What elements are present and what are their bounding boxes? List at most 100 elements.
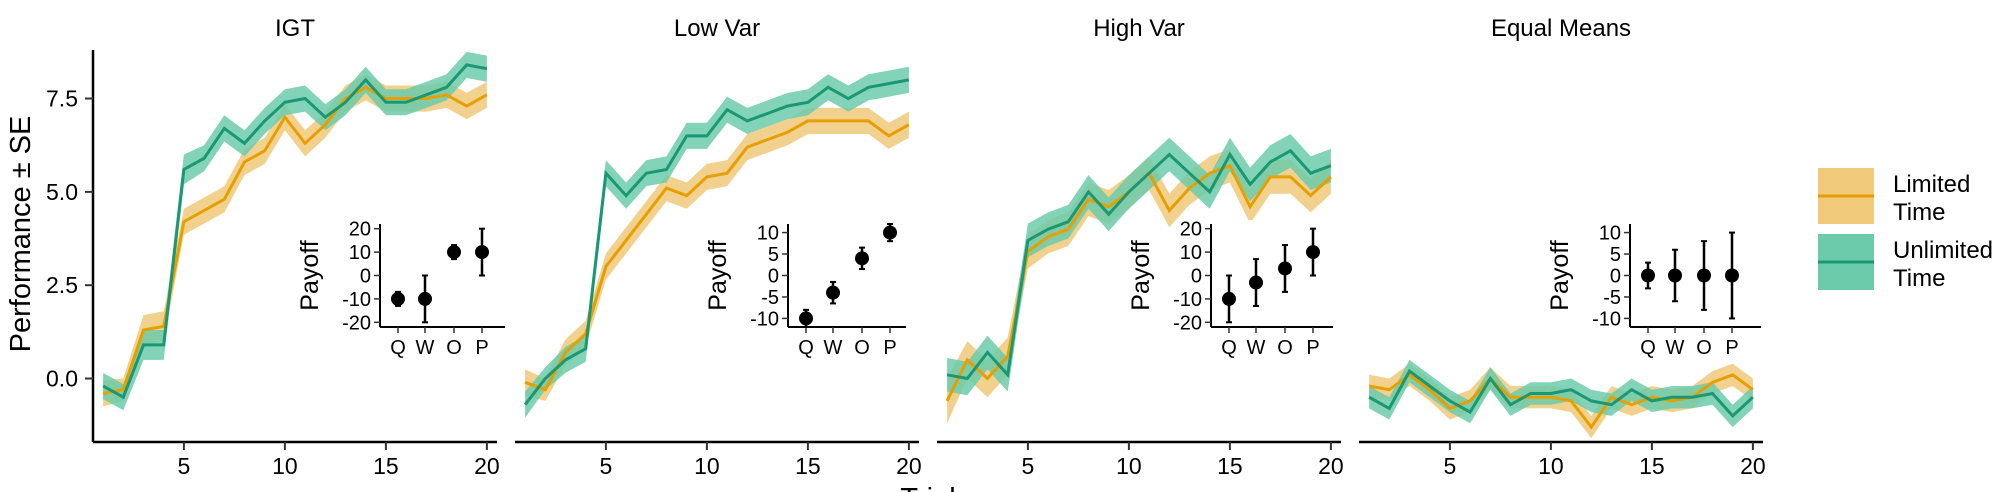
y-tick-label: 2.5 xyxy=(46,272,78,298)
x-tick-label: 10 xyxy=(1538,453,1564,479)
inset-x-tick-label: W xyxy=(1247,337,1266,359)
y-tick-label: 7.5 xyxy=(46,86,78,112)
panel-title: Equal Means xyxy=(1491,15,1631,42)
inset-point xyxy=(418,291,432,306)
legend-label: Time xyxy=(1893,199,1945,226)
x-tick-label: 20 xyxy=(1318,453,1344,479)
inset-point xyxy=(447,245,461,260)
se-band-0 xyxy=(525,107,909,401)
inset-y-tick-label: -20 xyxy=(342,312,371,334)
inset-x-tick-label: O xyxy=(1277,337,1293,359)
legend-label: Time xyxy=(1893,265,1945,292)
inset-x-tick-label: O xyxy=(1696,337,1712,359)
x-tick-label: 20 xyxy=(1740,453,1766,479)
inset-x-tick-label: P xyxy=(1306,337,1319,359)
inset-x-tick-label: P xyxy=(475,337,488,359)
inset-y-tick-label: 0 xyxy=(768,266,779,288)
inset-y-tick-label: 0 xyxy=(1191,266,1202,288)
inset-x-tick-label: O xyxy=(446,337,462,359)
panel-title: Low Var xyxy=(674,15,760,42)
x-tick-label: 15 xyxy=(795,453,821,479)
x-tick-label: 15 xyxy=(1639,453,1665,479)
y-axis-title: Performance ± SE xyxy=(5,116,37,353)
x-tick-label: 15 xyxy=(1217,453,1243,479)
inset-y-tick-label: -5 xyxy=(761,287,779,309)
legend-label: Unlimited xyxy=(1893,237,1993,264)
inset-point xyxy=(475,245,489,260)
y-tick-label: 0.0 xyxy=(46,366,78,392)
inset-y-tick-label: 5 xyxy=(768,244,779,266)
inset-y-tick-label: 10 xyxy=(349,242,371,264)
inset-point xyxy=(1725,268,1739,283)
panel-title: High Var xyxy=(1093,15,1185,42)
inset-point xyxy=(1697,268,1711,283)
series-line-1 xyxy=(523,78,910,406)
x-tick-label: 20 xyxy=(474,453,500,479)
inset-y-tick-label: 0 xyxy=(360,266,371,288)
inset-x-tick-label: Q xyxy=(390,337,406,359)
x-tick-label: 5 xyxy=(178,453,191,479)
x-tick-label: 5 xyxy=(1444,453,1457,479)
inset-y-title: Payoff xyxy=(1127,240,1155,310)
inset-point xyxy=(1222,291,1236,306)
x-axis-title: Trial xyxy=(900,483,955,492)
inset-point xyxy=(826,285,840,300)
inset-y-tick-label: -10 xyxy=(342,289,371,311)
inset-point xyxy=(1306,245,1320,260)
inset-x-tick-label: Q xyxy=(1221,337,1237,359)
inset-y-tick-label: -5 xyxy=(1603,287,1621,309)
se-band-1 xyxy=(103,51,487,411)
x-tick-label: 5 xyxy=(1022,453,1035,479)
inset-x-tick-label: W xyxy=(824,337,843,359)
inset-background xyxy=(380,220,505,331)
y-tick-label: 5.0 xyxy=(46,179,78,205)
inset-y-tick-label: 5 xyxy=(1610,244,1621,266)
x-tick-label: 5 xyxy=(600,453,613,479)
series-line-1 xyxy=(102,63,488,400)
series-line-1 xyxy=(946,148,1332,381)
inset-y-tick-label: 10 xyxy=(757,223,779,245)
inset-y-tick-label: 10 xyxy=(1180,242,1202,264)
inset-x-tick-label: Q xyxy=(798,337,814,359)
inset-y-title: Payoff xyxy=(704,240,732,310)
inset-y-tick-label: -10 xyxy=(750,308,779,330)
inset-x-tick-label: Q xyxy=(1640,337,1656,359)
inset-y-tick-label: -20 xyxy=(1173,312,1202,334)
inset-point xyxy=(883,225,897,240)
x-tick-label: 15 xyxy=(373,453,399,479)
inset-point xyxy=(1249,275,1263,290)
inset-y-title: Payoff xyxy=(296,240,324,310)
inset-x-tick-label: P xyxy=(883,337,896,359)
inset-x-tick-label: W xyxy=(416,337,435,359)
x-tick-label: 10 xyxy=(1116,453,1142,479)
inset-x-tick-label: W xyxy=(1666,337,1685,359)
inset-point xyxy=(1278,261,1292,276)
inset-point xyxy=(1668,268,1682,283)
x-tick-label: 20 xyxy=(896,453,922,479)
inset-y-tick-label: -10 xyxy=(1173,289,1202,311)
inset-y-tick-label: -10 xyxy=(1592,308,1621,330)
inset-y-tick-label: 20 xyxy=(349,219,371,241)
panel-title: IGT xyxy=(275,15,315,42)
inset-y-title: Payoff xyxy=(1546,240,1574,310)
inset-x-tick-label: O xyxy=(854,337,870,359)
inset-y-tick-label: 0 xyxy=(1610,266,1621,288)
inset-y-tick-label: 20 xyxy=(1180,219,1202,241)
inset-x-tick-label: P xyxy=(1725,337,1738,359)
inset-point xyxy=(799,311,813,326)
x-tick-label: 10 xyxy=(272,453,298,479)
inset-y-tick-label: 10 xyxy=(1599,223,1621,245)
se-band-0 xyxy=(947,148,1331,424)
series-line-1 xyxy=(1368,368,1754,419)
